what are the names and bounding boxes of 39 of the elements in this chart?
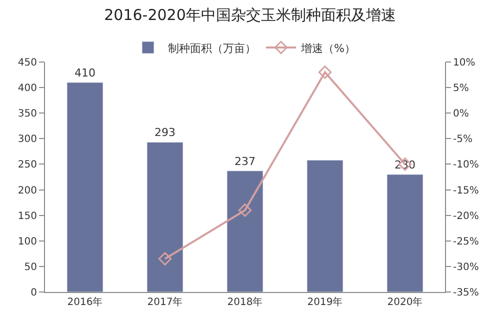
point	[238, 204, 252, 217]
y-tick-label: 50	[24, 262, 37, 273]
chart-title: 2016-2020年中国杂交玉米制种面积及增速	[104, 6, 396, 24]
legend-label: 制种面积（万亩）	[168, 42, 256, 55]
y2-tick-label: 0%	[453, 108, 469, 120]
y2-tick-label: 10%	[453, 58, 476, 68]
x-tick-label: 2018年	[227, 296, 263, 308]
x-tick-label: 2017年	[147, 296, 183, 308]
point	[318, 66, 332, 79]
x-tick-label: 2016年	[67, 296, 103, 308]
y-tick-label: 350	[18, 108, 37, 120]
y2-tick-label: -25%	[453, 236, 479, 248]
y2-tick-label: -20%	[453, 210, 479, 222]
data-label: 410	[74, 66, 96, 80]
data-label: 237	[234, 154, 256, 168]
y-tick-label: 200	[18, 185, 37, 196]
point	[158, 252, 172, 266]
y-tick-label: 300	[18, 134, 37, 146]
y-tick-label: 450	[18, 58, 37, 68]
y-tick-label: 250	[18, 160, 37, 171]
y2-tick-label: 5%	[453, 83, 469, 94]
y-tick-label: 100	[18, 236, 37, 248]
y-tick-label: 150	[18, 210, 37, 222]
y2-tick-label: -5%	[453, 134, 472, 146]
y2-tick-label: -10%	[453, 160, 479, 171]
y2-tick-label: -15%	[453, 185, 479, 196]
y2-tick-label: -30%	[453, 262, 479, 273]
data-label: 293	[154, 126, 176, 140]
legend-label: 增速（%）	[300, 42, 356, 55]
x-tick-label: 2020年	[387, 296, 423, 308]
bar	[306, 160, 344, 292]
y-tick-label: 0	[30, 288, 37, 298]
bar	[386, 174, 424, 292]
x-tick-label: 2019年	[307, 296, 343, 308]
y-tick-label: 400	[18, 83, 37, 94]
bar	[146, 142, 184, 292]
bar	[226, 170, 264, 292]
bar	[66, 82, 104, 292]
y2-tick-label: -35%	[453, 288, 479, 298]
